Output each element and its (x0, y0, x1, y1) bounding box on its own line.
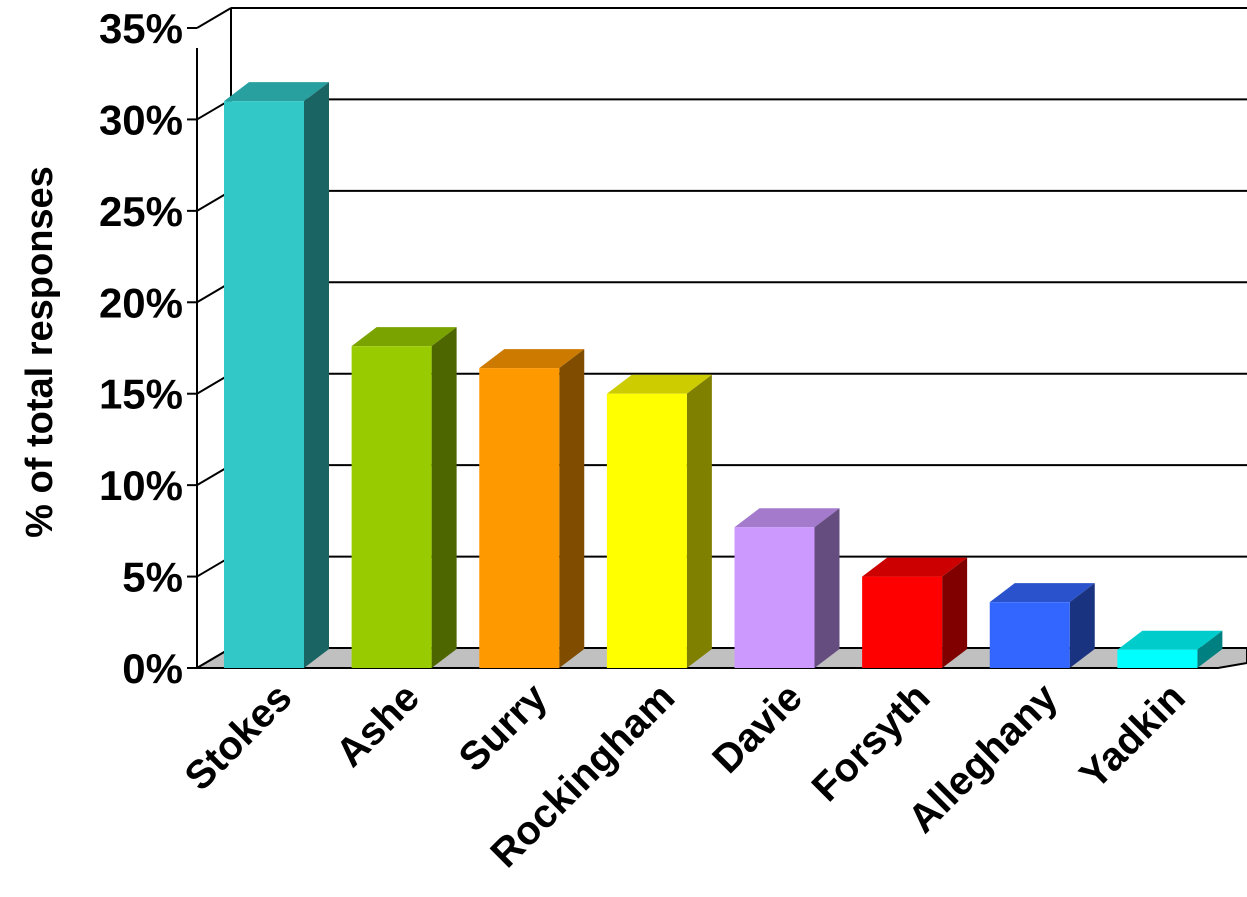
y-tick-label: 30% (99, 96, 183, 143)
side-gridline (196, 7, 232, 29)
y-tick-label: 35% (99, 5, 183, 52)
y-tick-label: 15% (99, 371, 183, 418)
bar-ashe (351, 327, 457, 668)
y-tick-label: 25% (99, 188, 183, 235)
x-tick-label-surry: Surry (451, 675, 557, 781)
bar-davie (734, 508, 840, 668)
x-tick-label-forsyth: Forsyth (804, 675, 939, 810)
x-tick-label-yadkin: Yadkin (1071, 675, 1193, 797)
bars (224, 82, 1223, 668)
y-tick-label: 20% (99, 279, 183, 326)
x-tick-label-davie: Davie (704, 675, 811, 782)
y-tick-label: 5% (122, 554, 183, 601)
x-tick-label-stokes: Stokes (176, 675, 300, 799)
y-tick-label: 10% (99, 462, 183, 509)
y-tick-label: 0% (122, 645, 183, 692)
bar-stokes (224, 82, 329, 668)
y-axis-tick-labels: 0% 5% 10% 15% 20% 25% 30% 35% (99, 5, 183, 692)
bar-yadkin (1117, 630, 1223, 668)
bar-alleghany (989, 583, 1095, 668)
bar-forsyth (862, 557, 968, 668)
y-axis-title: % of total responses (19, 166, 61, 538)
bar-surry (479, 349, 585, 668)
bar-rockingham (606, 374, 712, 668)
gridlines (187, 7, 1247, 669)
x-tick-label-ashe: Ashe (328, 675, 428, 775)
